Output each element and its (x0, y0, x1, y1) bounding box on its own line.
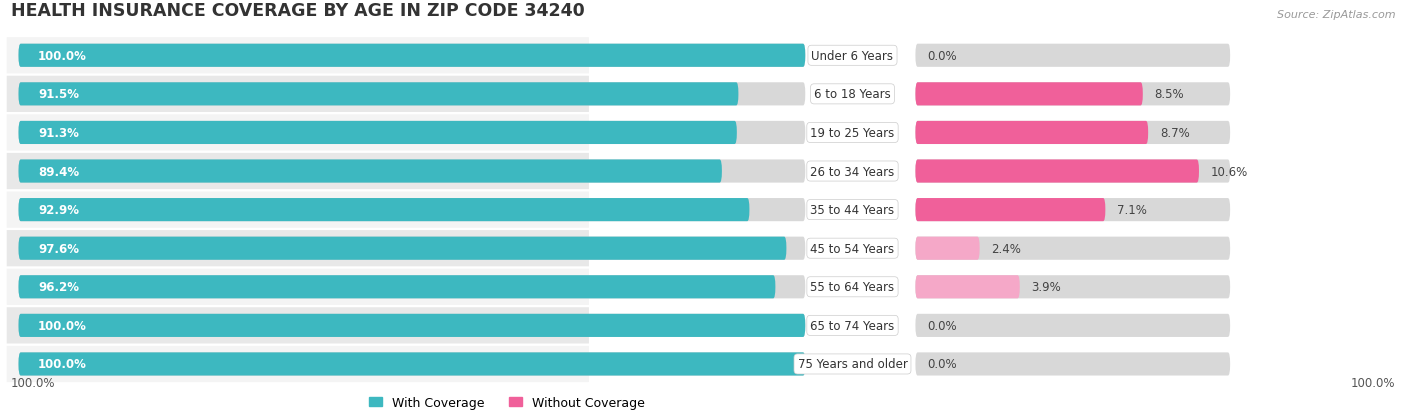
Text: 65 to 74 Years: 65 to 74 Years (810, 319, 894, 332)
Text: Under 6 Years: Under 6 Years (811, 50, 893, 63)
FancyBboxPatch shape (915, 121, 1230, 145)
FancyBboxPatch shape (7, 192, 589, 228)
FancyBboxPatch shape (7, 308, 589, 344)
FancyBboxPatch shape (7, 154, 589, 190)
Text: 96.2%: 96.2% (38, 280, 79, 294)
FancyBboxPatch shape (18, 83, 806, 106)
Text: 100.0%: 100.0% (38, 50, 87, 63)
Text: 2.4%: 2.4% (991, 242, 1021, 255)
Text: 7.1%: 7.1% (1118, 204, 1147, 216)
Text: 0.0%: 0.0% (927, 319, 957, 332)
FancyBboxPatch shape (18, 314, 806, 337)
Text: HEALTH INSURANCE COVERAGE BY AGE IN ZIP CODE 34240: HEALTH INSURANCE COVERAGE BY AGE IN ZIP … (11, 2, 585, 19)
Text: 35 to 44 Years: 35 to 44 Years (810, 204, 894, 216)
FancyBboxPatch shape (18, 160, 806, 183)
Text: 0.0%: 0.0% (927, 50, 957, 63)
FancyBboxPatch shape (18, 160, 721, 183)
FancyBboxPatch shape (18, 237, 786, 260)
FancyBboxPatch shape (18, 237, 806, 260)
FancyBboxPatch shape (18, 314, 806, 337)
FancyBboxPatch shape (915, 160, 1199, 183)
Text: 19 to 25 Years: 19 to 25 Years (810, 127, 894, 140)
FancyBboxPatch shape (915, 160, 1230, 183)
FancyBboxPatch shape (18, 121, 737, 145)
FancyBboxPatch shape (7, 115, 589, 151)
FancyBboxPatch shape (915, 314, 1230, 337)
Text: 89.4%: 89.4% (38, 165, 79, 178)
FancyBboxPatch shape (7, 230, 589, 267)
FancyBboxPatch shape (18, 199, 749, 222)
FancyBboxPatch shape (915, 237, 980, 260)
FancyBboxPatch shape (18, 353, 806, 376)
FancyBboxPatch shape (7, 269, 589, 305)
Text: 100.0%: 100.0% (1351, 376, 1395, 389)
Text: 100.0%: 100.0% (38, 358, 87, 370)
FancyBboxPatch shape (915, 83, 1230, 106)
FancyBboxPatch shape (7, 76, 589, 113)
FancyBboxPatch shape (915, 353, 1230, 376)
Text: 0.0%: 0.0% (927, 358, 957, 370)
FancyBboxPatch shape (915, 237, 1230, 260)
Text: 97.6%: 97.6% (38, 242, 79, 255)
FancyBboxPatch shape (18, 83, 738, 106)
Text: 92.9%: 92.9% (38, 204, 79, 216)
Text: 100.0%: 100.0% (11, 376, 55, 389)
Text: 8.7%: 8.7% (1160, 127, 1189, 140)
FancyBboxPatch shape (18, 275, 806, 299)
Text: 45 to 54 Years: 45 to 54 Years (810, 242, 894, 255)
Text: 3.9%: 3.9% (1032, 280, 1062, 294)
FancyBboxPatch shape (18, 199, 806, 222)
Text: 8.5%: 8.5% (1154, 88, 1184, 101)
FancyBboxPatch shape (7, 38, 589, 74)
FancyBboxPatch shape (7, 346, 589, 382)
Text: 100.0%: 100.0% (38, 319, 87, 332)
FancyBboxPatch shape (915, 275, 1230, 299)
FancyBboxPatch shape (915, 83, 1143, 106)
Legend: With Coverage, Without Coverage: With Coverage, Without Coverage (364, 391, 650, 413)
FancyBboxPatch shape (915, 121, 1149, 145)
FancyBboxPatch shape (18, 45, 806, 68)
Text: 26 to 34 Years: 26 to 34 Years (810, 165, 894, 178)
Text: 55 to 64 Years: 55 to 64 Years (810, 280, 894, 294)
FancyBboxPatch shape (915, 199, 1105, 222)
FancyBboxPatch shape (18, 275, 775, 299)
Text: 75 Years and older: 75 Years and older (797, 358, 907, 370)
FancyBboxPatch shape (18, 45, 806, 68)
FancyBboxPatch shape (18, 353, 806, 376)
FancyBboxPatch shape (915, 275, 1019, 299)
Text: Source: ZipAtlas.com: Source: ZipAtlas.com (1277, 9, 1395, 19)
FancyBboxPatch shape (915, 199, 1230, 222)
Text: 6 to 18 Years: 6 to 18 Years (814, 88, 891, 101)
Text: 91.5%: 91.5% (38, 88, 79, 101)
Text: 10.6%: 10.6% (1211, 165, 1249, 178)
Text: 91.3%: 91.3% (38, 127, 79, 140)
FancyBboxPatch shape (18, 121, 806, 145)
FancyBboxPatch shape (915, 45, 1230, 68)
